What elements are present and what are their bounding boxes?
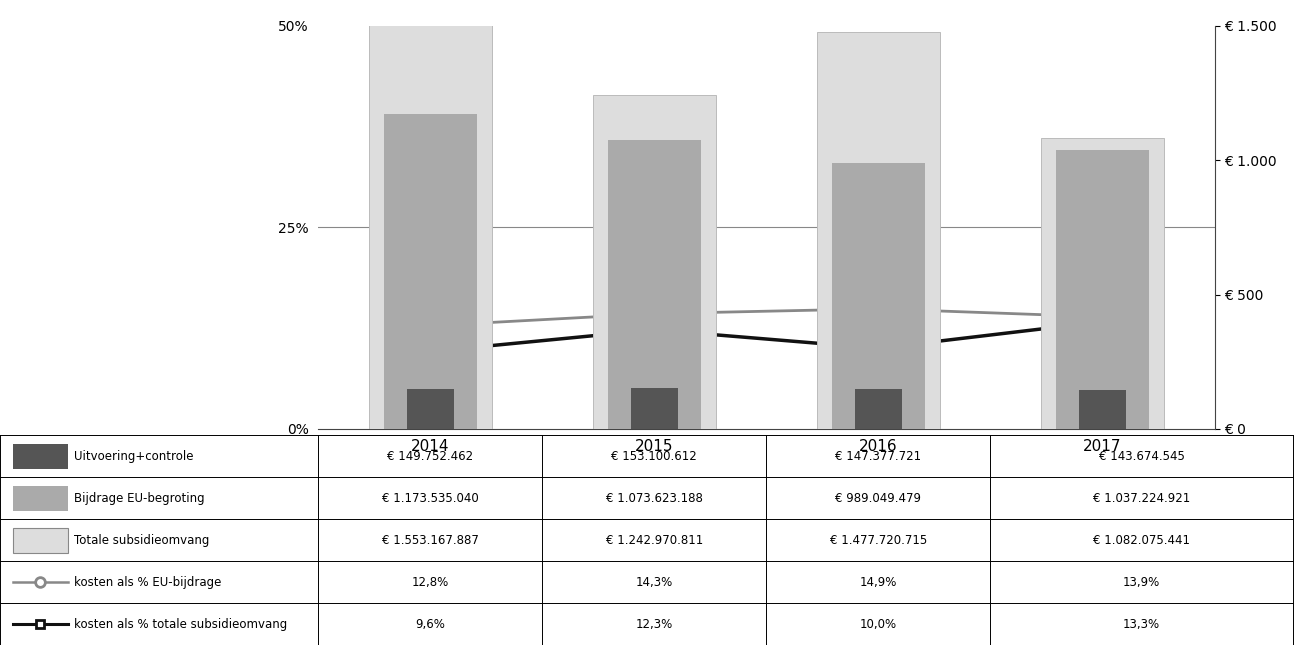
Text: € 1.082.075.441: € 1.082.075.441 xyxy=(1092,533,1190,547)
Text: 12,3%: 12,3% xyxy=(635,617,673,631)
Bar xyxy=(13,444,68,469)
Bar xyxy=(385,114,477,429)
Text: Bijdrage EU-begroting: Bijdrage EU-begroting xyxy=(74,491,205,505)
Bar xyxy=(1040,138,1164,429)
Text: Uitvoering+controle: Uitvoering+controle xyxy=(74,450,194,463)
Text: € 1.553.167.887: € 1.553.167.887 xyxy=(382,533,479,547)
Text: 12,8%: 12,8% xyxy=(412,575,449,589)
Text: € 153.100.612: € 153.100.612 xyxy=(612,450,698,463)
Text: 13,9%: 13,9% xyxy=(1122,575,1160,589)
Text: € 143.674.545: € 143.674.545 xyxy=(1099,450,1185,463)
Text: kosten als % EU-bijdrage: kosten als % EU-bijdrage xyxy=(74,575,221,589)
Bar xyxy=(817,32,940,429)
Bar xyxy=(833,163,925,429)
Text: 13,3%: 13,3% xyxy=(1122,617,1160,631)
Text: 14,9%: 14,9% xyxy=(860,575,898,589)
Bar xyxy=(855,390,902,429)
Bar xyxy=(631,388,678,429)
Text: 9,6%: 9,6% xyxy=(416,617,446,631)
Bar xyxy=(1079,390,1126,429)
Text: € 1.173.535.040: € 1.173.535.040 xyxy=(382,491,478,505)
Text: € 1.477.720.715: € 1.477.720.715 xyxy=(830,533,927,547)
Bar xyxy=(13,528,68,553)
Text: € 1.242.970.811: € 1.242.970.811 xyxy=(605,533,703,547)
Bar xyxy=(1056,150,1148,429)
Text: Totale subsidieomvang: Totale subsidieomvang xyxy=(74,533,209,547)
Bar xyxy=(369,12,492,429)
Text: € 149.752.462: € 149.752.462 xyxy=(387,450,473,463)
Bar xyxy=(592,95,716,429)
Text: € 1.073.623.188: € 1.073.623.188 xyxy=(605,491,703,505)
Text: € 989.049.479: € 989.049.479 xyxy=(835,491,921,505)
Bar xyxy=(407,389,453,429)
Text: € 147.377.721: € 147.377.721 xyxy=(835,450,921,463)
Text: kosten als % totale subsidieomvang: kosten als % totale subsidieomvang xyxy=(74,617,287,631)
Bar xyxy=(608,141,700,429)
Text: € 1.037.224.921: € 1.037.224.921 xyxy=(1092,491,1190,505)
Bar xyxy=(13,486,68,511)
Text: 14,3%: 14,3% xyxy=(635,575,673,589)
Text: 10,0%: 10,0% xyxy=(860,617,898,631)
